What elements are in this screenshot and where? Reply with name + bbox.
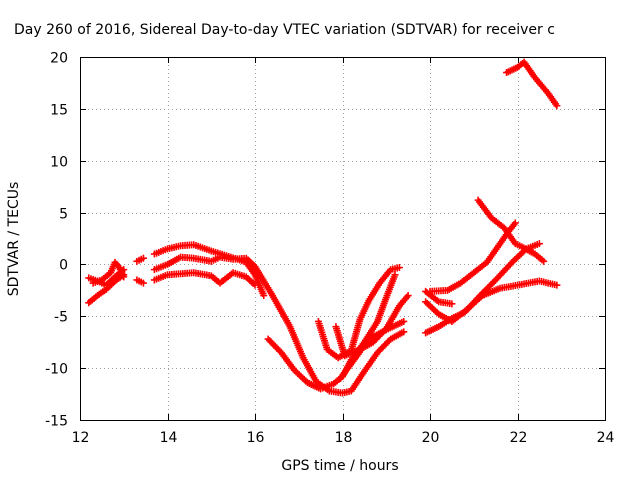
y-tick-label: 5 xyxy=(59,207,68,223)
x-tick-label: 20 xyxy=(422,430,440,446)
x-tick-label: 22 xyxy=(510,430,528,446)
series-arc-q xyxy=(474,196,548,265)
x-axis-label: GPS time / hours xyxy=(281,458,398,474)
data-point xyxy=(535,240,543,248)
y-tick-label: -5 xyxy=(54,310,68,326)
series-arc-i xyxy=(264,271,399,393)
series-arc-r xyxy=(503,58,561,110)
plot-frame xyxy=(80,57,606,421)
y-axis-label: SDTVAR / TECUs xyxy=(6,182,22,297)
data-point xyxy=(139,279,147,287)
axis-ticks: 12 14 16 18 20 22 24 -15 -10 -5 0 5 10 15 20 xyxy=(45,51,614,447)
y-tick-label: 0 xyxy=(59,258,68,274)
data-point xyxy=(404,292,412,300)
series-arc-g xyxy=(150,253,408,397)
series-arc-f xyxy=(150,241,268,300)
y-tick-label: -15 xyxy=(45,414,68,430)
data-point xyxy=(391,271,399,279)
data-point xyxy=(400,317,408,325)
x-tick-label: 18 xyxy=(335,430,353,446)
y-tick-label: -10 xyxy=(45,362,68,378)
x-tick-label: 12 xyxy=(72,430,90,446)
grid xyxy=(80,57,605,420)
series-arc-e xyxy=(133,254,147,265)
y-tick-label: 10 xyxy=(50,155,68,171)
data-point xyxy=(251,281,259,289)
x-tick-label: 16 xyxy=(247,430,265,446)
data-point xyxy=(120,266,128,274)
series-arc-l xyxy=(336,317,408,383)
series-arc-c xyxy=(85,266,128,289)
series-arc-h xyxy=(150,269,259,289)
data-point xyxy=(553,281,561,289)
x-tick-label: 24 xyxy=(597,430,615,446)
data-point xyxy=(540,257,548,265)
data-point xyxy=(448,300,456,308)
data-point xyxy=(511,219,519,227)
x-tick-label: 14 xyxy=(160,430,178,446)
data-point xyxy=(139,254,147,262)
data-point xyxy=(400,328,408,336)
series-arc-p xyxy=(426,219,519,295)
data-point xyxy=(395,264,403,272)
series-arc-d xyxy=(133,276,147,287)
chart-title: Day 260 of 2016, Sidereal Day-to-day VTE… xyxy=(14,22,555,38)
y-tick-label: 20 xyxy=(50,51,68,67)
data-point xyxy=(553,102,561,110)
y-tick-label: 15 xyxy=(50,103,68,119)
data-series xyxy=(85,58,561,397)
data-point xyxy=(260,292,268,300)
